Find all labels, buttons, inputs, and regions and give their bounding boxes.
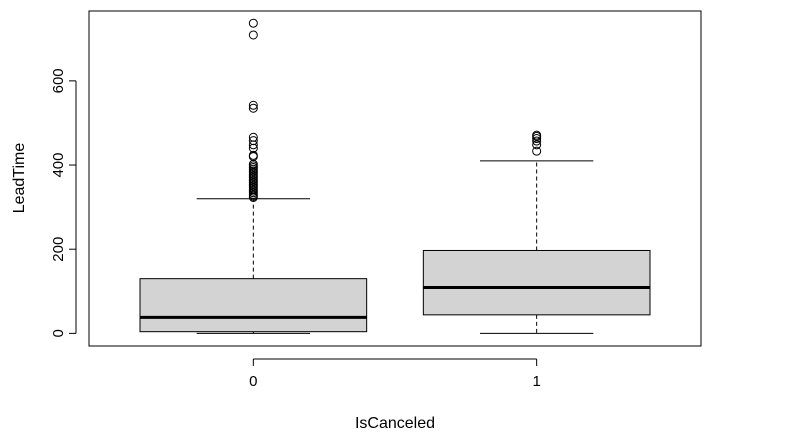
outlier-point [248,140,258,150]
outlier-point [248,103,258,113]
outlier-point [248,30,258,40]
outlier-point [532,134,542,144]
outlier-point [248,192,258,202]
box-1 [422,130,651,334]
x-tick-label: 0 [249,373,257,390]
outlier-point [248,18,258,28]
y-axis-label: LeadTime [11,143,28,214]
plot-frame [88,10,702,347]
y-tick-label: 600 [50,68,67,93]
outlier-point [532,146,542,156]
x-axis-label: IsCanceled [355,415,435,432]
iqr-box [139,278,368,333]
y-axis: 0 200 400 600 [50,68,77,338]
y-tick-label: 0 [50,329,67,337]
iqr-box [422,249,651,316]
outlier-point [532,136,542,146]
x-tick-label: 1 [532,373,540,390]
outlier-point [532,140,542,150]
y-tick-label: 400 [50,153,67,178]
y-tick-label: 200 [50,237,67,262]
outlier-point [248,100,258,110]
box-0 [139,18,368,334]
box-series [139,18,651,334]
